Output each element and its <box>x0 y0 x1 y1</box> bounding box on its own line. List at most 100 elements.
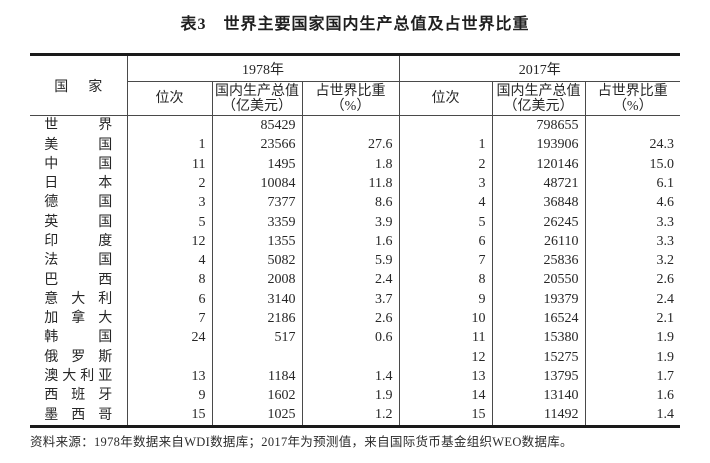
gdp-1978-cell: 3359 <box>211 212 302 232</box>
country-name: 加拿大 <box>44 311 113 327</box>
gdp-2017-cell: 13795 <box>491 366 586 386</box>
share-header-line2: （%） <box>330 98 371 114</box>
column-header-rank-2017: 位次 <box>398 81 493 116</box>
country-cell: 意大利 <box>30 290 127 309</box>
country-name: 俄罗斯 <box>44 349 113 365</box>
column-group-2017: 2017年 <box>398 54 681 82</box>
rank-1978-cell <box>126 347 212 367</box>
column-header-country-label: 国家 <box>54 79 103 95</box>
country-cell: 加拿大 <box>30 309 127 328</box>
rank-1978-cell <box>126 115 212 136</box>
share-1978-cell: 2.6 <box>301 308 400 329</box>
gdp-2017-cell: 15275 <box>491 347 586 367</box>
gdp-1978-cell: 3140 <box>211 289 302 309</box>
table-row: 世界 85429 798655 <box>30 115 681 136</box>
rank-2017-cell: 13 <box>398 366 493 386</box>
country-name: 墨西哥 <box>44 407 113 423</box>
gdp-2017-cell: 19379 <box>491 289 586 309</box>
rank-2017-cell: 8 <box>398 270 493 290</box>
gdp-1978-cell: 2186 <box>211 308 302 329</box>
country-name: 意大利 <box>44 291 113 307</box>
country-cell: 中国 <box>30 155 127 174</box>
column-group-1978: 1978年 <box>126 54 400 82</box>
header-row-subcolumns: 位次 国内生产总值 （亿美元） 占世界比重 （%） 位次 国内生产总值 （亿美元… <box>30 81 681 116</box>
table-row: 巴西 8 2008 2.4 8 20550 2.6 <box>30 270 681 290</box>
gdp-1978-cell: 1495 <box>211 154 302 174</box>
column-header-gdp-2017: 国内生产总值 （亿美元） <box>491 81 586 116</box>
gdp-1978-cell: 10084 <box>211 173 302 194</box>
country-cell: 美国 <box>30 135 127 154</box>
gdp-2017-cell: 25836 <box>491 250 586 271</box>
share-1978-cell: 1.6 <box>301 231 400 251</box>
rank-1978-cell: 2 <box>126 173 212 194</box>
table-row: 加拿大 7 2186 2.6 10 16524 2.1 <box>30 308 681 329</box>
country-name: 澳大利亚 <box>44 368 113 384</box>
share-header-line1: 占世界比重 <box>315 83 386 99</box>
share-2017-cell: 24.3 <box>584 135 681 155</box>
rank-1978-cell: 9 <box>126 385 212 406</box>
table-row: 俄罗斯 12 15275 1.9 <box>30 347 681 367</box>
gdp-table: 国家 1978年 2017年 位次 国内生产总值 （亿美元） 占世界比重 （%） <box>30 53 681 428</box>
share-1978-cell: 1.2 <box>301 405 400 426</box>
gdp-2017-cell: 120146 <box>491 154 586 174</box>
table-row: 中国 11 1495 1.8 2 120146 15.0 <box>30 154 681 174</box>
table-title: 表3 世界主要国家国内生产总值及占世界比重 <box>180 16 530 33</box>
gdp-header-line2: （亿美元） <box>222 98 292 114</box>
rank-1978-cell: 15 <box>126 405 212 426</box>
share-1978-cell: 1.8 <box>301 154 400 174</box>
country-name: 法国 <box>44 253 113 269</box>
table-row: 澳大利亚 13 1184 1.4 13 13795 1.7 <box>30 366 681 386</box>
rank-1978-cell: 8 <box>126 270 212 290</box>
gdp-1978-cell: 5082 <box>211 250 302 271</box>
country-name: 德国 <box>44 195 113 211</box>
country-cell: 印度 <box>30 232 127 251</box>
table-row: 意大利 6 3140 3.7 9 19379 2.4 <box>30 289 681 309</box>
share-1978-cell: 1.9 <box>301 385 400 406</box>
share-2017-cell: 6.1 <box>584 173 681 194</box>
rank-1978-cell: 24 <box>126 328 212 348</box>
gdp-2017-cell: 13140 <box>491 385 586 406</box>
country-cell: 俄罗斯 <box>30 347 127 366</box>
country-name: 巴西 <box>44 272 113 288</box>
country-cell: 巴西 <box>30 270 127 289</box>
column-header-share-2017: 占世界比重 （%） <box>584 81 681 116</box>
share-2017-cell: 1.4 <box>584 405 681 426</box>
share-1978-cell: 0.6 <box>301 328 400 348</box>
share-1978-cell: 11.8 <box>301 173 400 194</box>
share-1978-cell: 5.9 <box>301 250 400 271</box>
share-2017-cell: 4.6 <box>584 193 681 213</box>
table-row: 英国 5 3359 3.9 5 26245 3.3 <box>30 212 681 232</box>
gdp-2017-cell: 26245 <box>491 212 586 232</box>
share-1978-cell: 8.6 <box>301 193 400 213</box>
share-2017-cell: 3.2 <box>584 250 681 271</box>
country-name: 日本 <box>44 176 113 192</box>
column-header-country: 国家 <box>30 54 127 116</box>
share-1978-cell: 2.4 <box>301 270 400 290</box>
table-row: 墨西哥 15 1025 1.2 15 11492 1.4 <box>30 405 681 426</box>
share-2017-cell: 3.3 <box>584 231 681 251</box>
gdp-2017-cell: 26110 <box>491 231 586 251</box>
share-1978-cell: 3.7 <box>301 289 400 309</box>
table-row: 日本 2 10084 11.8 3 48721 6.1 <box>30 173 681 194</box>
share-1978-cell <box>301 347 400 367</box>
rank-1978-cell: 6 <box>126 289 212 309</box>
table-row: 法国 4 5082 5.9 7 25836 3.2 <box>30 250 681 271</box>
share-1978-cell: 1.4 <box>301 366 400 386</box>
share-2017-cell: 2.6 <box>584 270 681 290</box>
share-1978-cell <box>301 115 400 136</box>
share-2017-cell <box>584 115 681 136</box>
country-name: 中国 <box>44 156 113 172</box>
gdp-2017-cell: 16524 <box>491 308 586 329</box>
country-name: 美国 <box>44 137 113 153</box>
table-body: 世界 85429 798655 美国 1 23566 27.6 1 193906… <box>30 115 681 426</box>
country-name: 西班牙 <box>44 388 113 404</box>
rank-2017-cell: 5 <box>398 212 493 232</box>
table-row: 印度 12 1355 1.6 6 26110 3.3 <box>30 231 681 251</box>
country-cell: 世界 <box>30 116 127 136</box>
share-2017-cell: 2.1 <box>584 308 681 329</box>
table-row: 韩国 24 517 0.6 11 15380 1.9 <box>30 328 681 348</box>
share-1978-cell: 27.6 <box>301 135 400 155</box>
gdp-1978-cell: 23566 <box>211 135 302 155</box>
country-cell: 西班牙 <box>30 386 127 405</box>
gdp-2017-cell: 48721 <box>491 173 586 194</box>
